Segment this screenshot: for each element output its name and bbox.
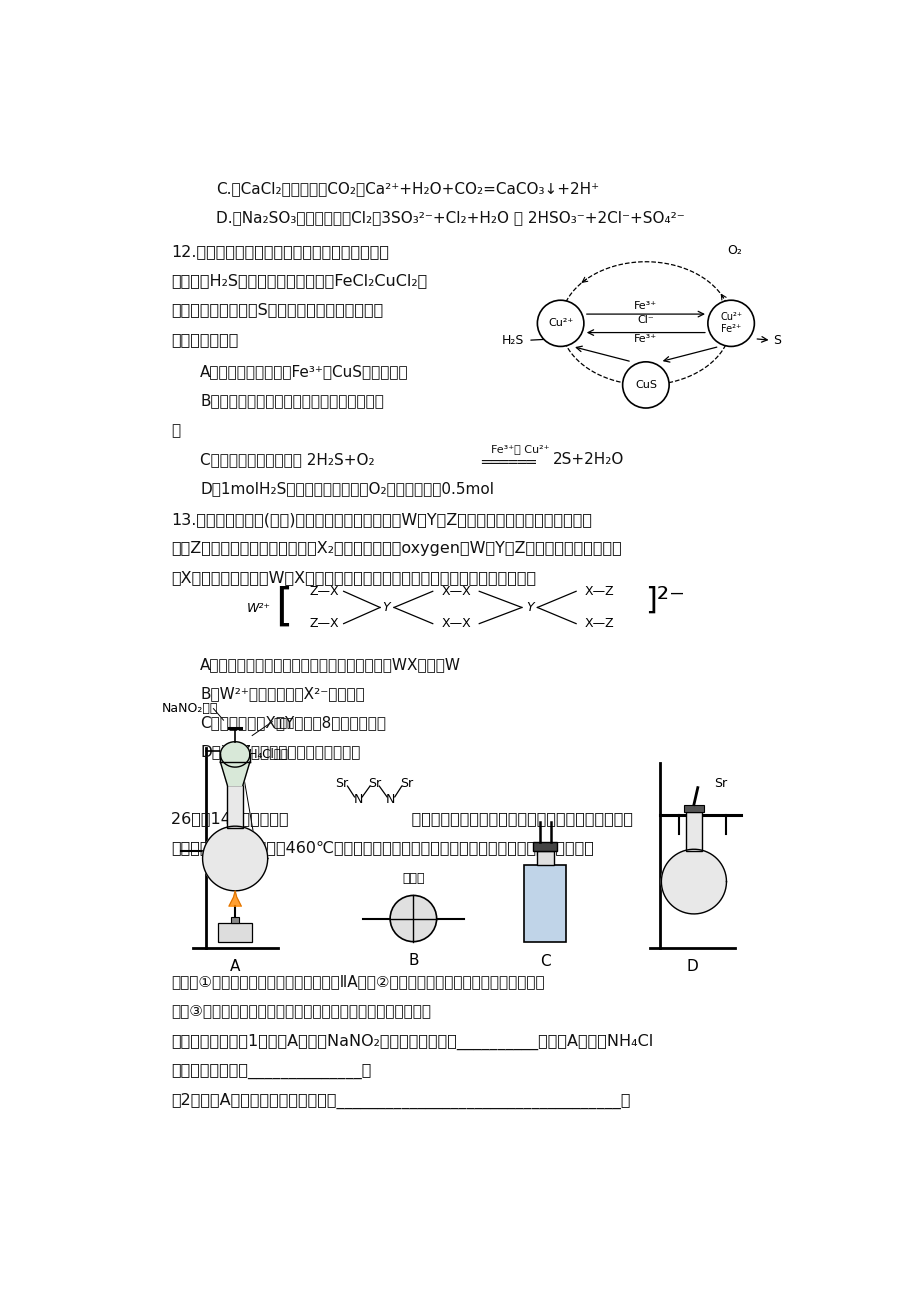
Circle shape (537, 301, 584, 346)
Text: X—X: X—X (440, 585, 471, 598)
Bar (231, 917, 239, 923)
Text: 回答下列问题：（1）装置A中盛放NaNO₂溶液的他器名称为__________，装置A中盛放NH₄Cl: 回答下列问题：（1）装置A中盛放NaNO₂溶液的他器名称为__________，… (171, 1034, 652, 1051)
Text: H₂S: H₂S (501, 333, 523, 346)
Text: Fe²⁺: Fe²⁺ (720, 324, 741, 335)
Text: Y: Y (382, 602, 390, 615)
Text: Sr: Sr (368, 776, 380, 789)
Text: X—X: X—X (440, 617, 471, 630)
Text: Z—X: Z—X (309, 585, 339, 598)
Circle shape (707, 301, 754, 346)
Circle shape (390, 896, 437, 941)
Text: Cu²⁺: Cu²⁺ (720, 312, 742, 322)
Text: C: C (539, 954, 550, 969)
Polygon shape (229, 891, 241, 906)
Text: [: [ (275, 585, 292, 628)
Polygon shape (221, 742, 250, 767)
Text: ══════: ══════ (481, 454, 535, 470)
Text: A．在图示的转化中，Fe³⁺和CuS是中间产物: A．在图示的转化中，Fe³⁺和CuS是中间产物 (200, 365, 408, 379)
Text: ]²⁻: ]²⁻ (644, 586, 685, 615)
Text: D: D (686, 958, 698, 974)
Polygon shape (202, 827, 267, 891)
Text: Cu²⁺: Cu²⁺ (548, 318, 573, 328)
Text: Y: Y (526, 602, 533, 615)
Text: Z—X: Z—X (309, 617, 339, 630)
Text: 列说法错误的是: 列说法错误的是 (171, 332, 238, 346)
Text: O₂: O₂ (727, 243, 742, 256)
Polygon shape (221, 762, 250, 785)
Text: 混合溶液中反应回收S，其物质转化如图所示。下: 混合溶液中反应回收S，其物质转化如图所示。下 (171, 302, 382, 318)
Bar (523, 865, 566, 941)
Text: 12.硬化氢的转化是资源利用和环境保护的重要研: 12.硬化氢的转化是资源利用和环境保护的重要研 (171, 243, 389, 259)
Text: Fe³⁺: Fe³⁺ (633, 301, 657, 311)
Text: Sr: Sr (400, 776, 414, 789)
Text: B: B (408, 953, 418, 969)
Text: 溶液的他器名称为______________。: 溶液的他器名称为______________。 (171, 1064, 370, 1078)
Text: （2）装置A中发生反应的化学方程为___________________________________。: （2）装置A中发生反应的化学方程为_______________________… (171, 1092, 630, 1109)
Text: Fe³⁺， Cu²⁺: Fe³⁺， Cu²⁺ (491, 444, 549, 454)
Text: D．1molH₂S转化为硬单质，消耗O₂的物质的量为0.5mol: D．1molH₂S转化为硬单质，消耗O₂的物质的量为0.5mol (200, 482, 494, 496)
Text: D．X与Z能彿形成两种常见的化合物: D．X与Z能彿形成两种常见的化合物 (200, 745, 360, 759)
Text: Cl⁻: Cl⁻ (637, 315, 653, 326)
Text: 浓H₂SO₄: 浓H₂SO₄ (524, 897, 565, 910)
Text: C.向CaCl₂溶液中通入CO₂：Ca²⁺+H₂O+CO₂=CaCO₃↓+2H⁺: C.向CaCl₂溶液中通入CO₂：Ca²⁺+H₂O+CO₂=CaCO₃↓+2H⁺ (216, 181, 598, 195)
Text: 中，与净化过的N₂气流在460℃下反应制得。某兴趣小组设计利用下列装置模拟制备氮化锥。: 中，与净化过的N₂气流在460℃下反应制得。某兴趣小组设计利用下列装置模拟制备氮… (171, 840, 593, 855)
Text: 橡皮管: 橡皮管 (274, 717, 295, 730)
Text: C．图示转化的总反应是 2H₂S+O₂: C．图示转化的总反应是 2H₂S+O₂ (200, 452, 374, 467)
Bar (683, 805, 703, 812)
Bar (536, 850, 553, 865)
Text: 26．（14分）氮化锥（                        ）是做荧光粉的原料，工业上采用将金属锥放在镖舟: 26．（14分）氮化锥（ ）是做荧光粉的原料，工业上采用将金属锥放在镖舟 (171, 811, 632, 825)
Text: D.用Na₂SO₃溶液吸收少量Cl₂：3SO₃²⁻+Cl₂+H₂O ＝ 2HSO₃⁻+2Cl⁻+SO₄²⁻: D.用Na₂SO₃溶液吸收少量Cl₂：3SO₃²⁻+Cl₂+H₂O ＝ 2HSO… (216, 210, 684, 225)
Text: Fe³⁺: Fe³⁺ (633, 333, 657, 344)
Text: 13.一种新型漂白剂(如图)可用于漂白羊毛等，其中W、Y、Z为不同周期不同主族的短周期元: 13.一种新型漂白剂(如图)可用于漂白羊毛等，其中W、Y、Z为不同周期不同主族的… (171, 512, 591, 527)
Text: A．为了节约成本，工业生产中通过电解燔融的WX来制得W: A．为了节约成本，工业生产中通过电解燔融的WX来制得W (200, 656, 460, 672)
Text: NaNO₂溶液: NaNO₂溶液 (162, 702, 218, 715)
Text: Sr: Sr (335, 776, 348, 789)
Bar (218, 923, 252, 941)
Polygon shape (661, 849, 726, 914)
Text: N: N (353, 793, 363, 806)
Text: B．在图示的转化中，化合价不变的元素只有: B．在图示的转化中，化合价不变的元素只有 (200, 393, 384, 409)
Text: S: S (773, 333, 781, 346)
Text: C．该漂白剂中X、Y均满南8电子稳定结构: C．该漂白剂中X、Y均满南8电子稳定结构 (200, 715, 386, 730)
Text: W²⁺: W²⁺ (246, 602, 270, 615)
Text: X—Z: X—Z (584, 617, 614, 630)
Text: 于X的最外层电子数，W、X对应的简单离子核外电子排布相同。下列叙述错误的是: 于X的最外层电子数，W、X对应的简单离子核外电子排布相同。下列叙述错误的是 (171, 570, 536, 586)
Text: NH₄Cl溶液: NH₄Cl溶液 (241, 749, 289, 762)
Text: N: N (386, 793, 395, 806)
Bar (227, 785, 243, 828)
Text: Sr: Sr (714, 777, 727, 790)
Text: 素。Z元素的一种核素没有中子，X₂的英文名称为：oxygen。W、Y、Z的最外层电子数之和等: 素。Z元素的一种核素没有中子，X₂的英文名称为：oxygen。W、Y、Z的最外层… (171, 542, 621, 556)
Text: 碱石灰: 碱石灰 (402, 872, 425, 885)
Circle shape (622, 362, 668, 408)
Text: A: A (230, 958, 240, 974)
Text: 气。③实验室用饱和氯化锰溶液和亚硒酸钓溶液共热制备氮气。: 气。③实验室用饱和氯化锰溶液和亚硒酸钓溶液共热制备氮气。 (171, 1004, 430, 1018)
Text: 已知：①锥位于元素周期表中第五周期第ⅡA族。②氮化锥遇水极易水解生成氢氧化锥和氨: 已知：①锥位于元素周期表中第五周期第ⅡA族。②氮化锥遇水极易水解生成氢氧化锥和氨 (171, 974, 544, 990)
Text: CuS: CuS (634, 380, 656, 389)
Text: 铜: 铜 (171, 423, 180, 437)
Bar (533, 841, 556, 850)
Text: X—Z: X—Z (584, 585, 614, 598)
Text: 2S+2H₂O: 2S+2H₂O (552, 452, 624, 467)
Polygon shape (221, 754, 250, 762)
Text: 究课题。H₂S和空气的混合气体通入FeCl₂CuCl₂的: 究课题。H₂S和空气的混合气体通入FeCl₂CuCl₂的 (171, 273, 426, 288)
Bar (686, 812, 701, 850)
Text: B．W²⁺离子半径小于X²⁻离子半径: B．W²⁺离子半径小于X²⁻离子半径 (200, 686, 365, 700)
